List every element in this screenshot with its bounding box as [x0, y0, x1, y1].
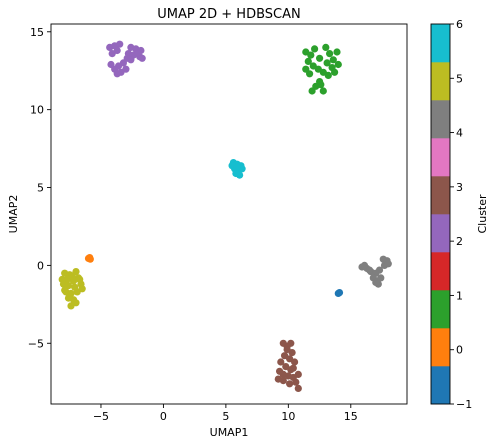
data-point	[277, 358, 285, 366]
data-point	[319, 87, 327, 95]
data-point	[76, 275, 84, 283]
data-point	[308, 87, 316, 95]
data-point	[283, 342, 291, 350]
data-point	[365, 266, 374, 274]
y-tick-label: 15	[30, 26, 44, 39]
data-points	[58, 40, 392, 392]
data-point	[329, 56, 337, 64]
x-tick-label: 0	[160, 410, 167, 423]
data-point	[72, 299, 80, 307]
data-point	[331, 68, 339, 76]
x-axis-label: UMAP1	[210, 426, 249, 439]
colorbar-segment	[431, 214, 450, 253]
colorbar-segment	[431, 176, 450, 215]
data-point	[78, 285, 86, 293]
data-point	[288, 349, 296, 357]
colorbar-tick-label: −1	[456, 398, 472, 411]
data-point	[133, 50, 141, 58]
colorbar-tick-label: 0	[456, 344, 463, 357]
data-point	[323, 59, 331, 67]
data-point	[289, 364, 297, 372]
data-point	[375, 266, 384, 274]
data-point	[326, 50, 334, 58]
colorbar-segment	[431, 62, 450, 101]
data-point	[322, 43, 330, 52]
data-point	[311, 45, 319, 53]
data-point	[68, 272, 76, 280]
colorbar-segment	[431, 366, 450, 405]
chart-title: UMAP 2D + HDBSCAN	[157, 7, 300, 22]
y-axis: −5 0 5 10 15	[28, 26, 51, 350]
data-point	[379, 255, 387, 263]
colorbar-segment	[431, 138, 450, 177]
colorbar-label: Cluster	[476, 194, 489, 234]
data-point	[317, 81, 325, 89]
data-point	[86, 255, 94, 263]
colorbar-tick-label: 2	[456, 235, 463, 248]
y-tick-label: −5	[28, 337, 44, 350]
data-point	[316, 54, 324, 62]
data-point	[286, 380, 294, 388]
x-tick-label: 15	[344, 410, 358, 423]
data-point	[236, 171, 244, 179]
data-point	[279, 377, 287, 385]
data-point	[324, 71, 332, 79]
data-point	[61, 286, 69, 294]
colorbar-frame	[430, 23, 451, 405]
colorbar-segment	[431, 100, 450, 139]
y-tick-label: 0	[37, 259, 44, 272]
data-point	[384, 260, 392, 268]
data-point	[334, 60, 342, 69]
colorbar-tick-label: 5	[456, 72, 463, 85]
colorbar-tick-label: 3	[456, 181, 463, 194]
data-point	[116, 40, 124, 48]
y-tick-label: 10	[30, 104, 44, 117]
data-point	[292, 378, 300, 386]
colorbar-segment	[431, 328, 450, 367]
x-tick-label: 5	[222, 410, 229, 423]
y-tick-label: 5	[37, 182, 44, 195]
data-point	[138, 54, 146, 62]
colorbar-tick-label: 4	[456, 127, 463, 140]
data-point	[335, 289, 344, 297]
data-point	[233, 163, 241, 171]
colorbar-tick-label: 1	[456, 289, 463, 302]
data-point	[294, 370, 302, 378]
data-point	[291, 358, 299, 366]
data-point	[127, 56, 135, 64]
data-point	[307, 51, 315, 59]
data-point	[294, 384, 302, 392]
y-axis-label: UMAP2	[7, 195, 20, 234]
data-point	[122, 65, 130, 73]
colorbar-segment	[431, 24, 450, 63]
data-point	[58, 275, 66, 283]
data-point	[372, 278, 380, 287]
data-point	[377, 274, 385, 282]
plot-area	[51, 24, 407, 404]
x-tick-label: −5	[93, 410, 109, 423]
data-point	[113, 70, 121, 78]
data-point	[113, 46, 121, 55]
plot-frame	[50, 23, 408, 405]
x-tick-label: 10	[281, 410, 295, 423]
data-point	[360, 261, 369, 269]
data-point	[304, 57, 312, 65]
colorbar: −1 0 1 2 3 4 5 6	[430, 18, 472, 411]
colorbar-tick-label: 6	[456, 18, 463, 31]
colorbar-segment	[431, 252, 450, 291]
x-axis: −5 0 5 10 15	[93, 404, 358, 423]
data-point	[306, 70, 314, 78]
data-point	[333, 48, 341, 56]
data-point	[107, 60, 115, 69]
colorbar-segment	[431, 290, 450, 329]
